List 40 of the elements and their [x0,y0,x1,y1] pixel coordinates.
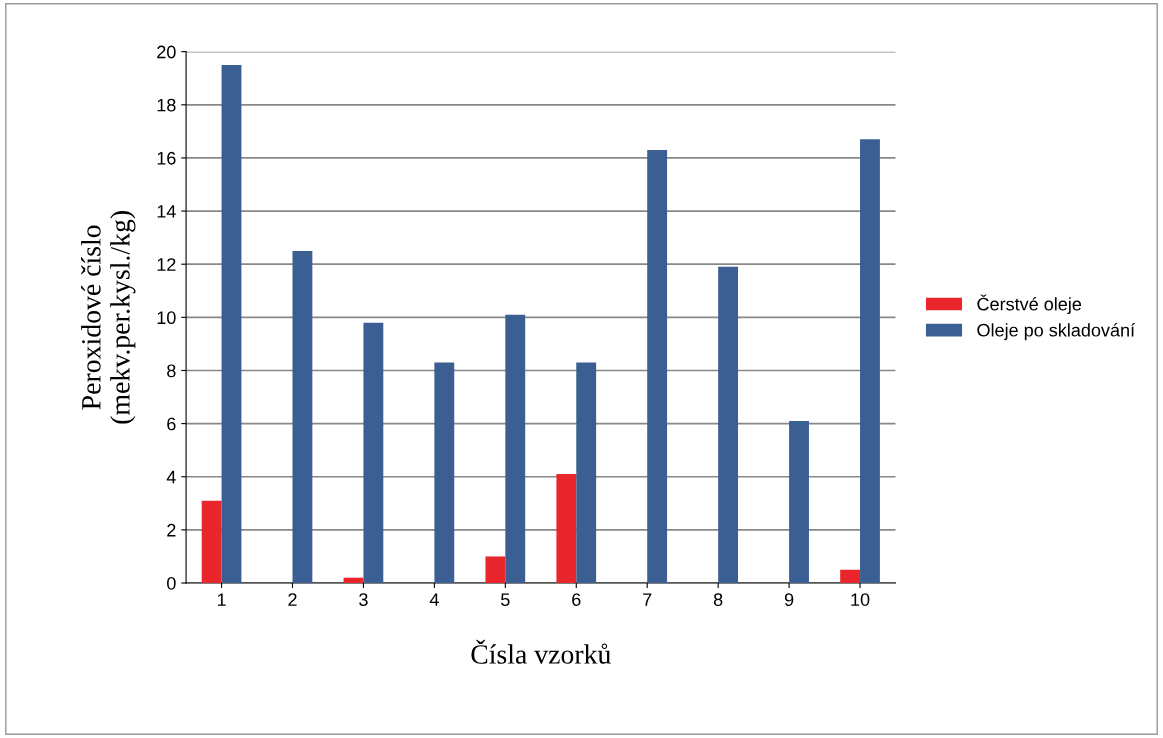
x-tick-label: 7 [643,593,652,606]
x-tick-label: 2 [288,593,297,606]
x-tick-label: 1 [217,593,226,606]
y-tick-label: 10 [157,311,176,325]
y-axis-title: Peroxidové číslo (mekv.per.kysl./kg) [81,211,136,424]
y-tick-label: 18 [157,98,176,112]
bar [221,64,242,584]
y-tick-label: 20 [157,45,176,59]
bar [201,500,222,584]
x-tick-label: 8 [713,593,723,606]
bar [485,556,506,584]
bar [343,577,364,584]
bar [576,362,597,584]
y-tick-label: 0 [167,576,176,590]
bar [860,139,880,584]
bar [840,569,861,584]
y-tick-label: 6 [167,417,176,431]
x-tick-label: 4 [429,593,439,606]
y-tick-label: 12 [157,258,176,271]
legend-label: Oleje po skladování [977,323,1136,341]
x-tick-label: 3 [359,593,368,606]
legend-label: Čerstvé oleje [977,294,1082,315]
bar [434,362,455,584]
bar [556,474,577,584]
bar [718,266,739,584]
y-tick-label: 2 [167,523,176,537]
bar [292,250,313,584]
bar [363,322,384,584]
x-tick-label: 5 [501,593,510,606]
y-tick-label: 14 [157,205,176,218]
y-tick-label: 16 [157,151,176,165]
x-tick-label: 10 [851,593,870,606]
x-tick-label: 9 [784,593,794,606]
y-tick-label: 4 [166,470,176,484]
y-tick-label: 8 [167,364,176,378]
bar [789,420,809,584]
bar [505,314,526,584]
bar [647,149,668,584]
x-axis-title: Čísla vzorků [471,639,611,664]
x-tick-label: 6 [572,593,581,606]
